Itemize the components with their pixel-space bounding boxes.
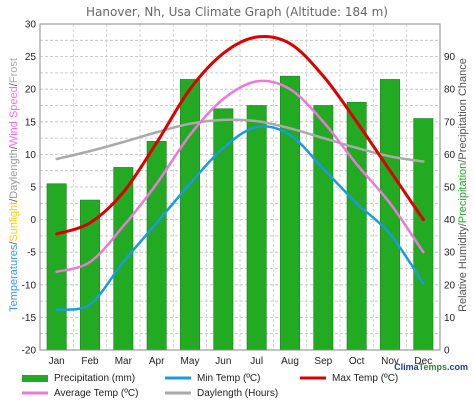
left-tick-label: 5 [30, 183, 36, 194]
legend-label: Min Temp (ºC) [197, 373, 260, 384]
left-tick-label: 0 [30, 215, 36, 226]
plot-border [39, 23, 441, 351]
watermark: ClimaTemps.com [394, 362, 468, 372]
max-temp-line [55, 34, 425, 236]
legend: Precipitation (mm) Min Temp (ºC) Max Temp … [22, 373, 398, 399]
x-tick-label: Aug [281, 356, 299, 367]
precipitation-bar [280, 75, 300, 351]
axis-label-part: / [457, 222, 469, 226]
x-tick-label: Jun [215, 356, 231, 367]
watermark-part: .com [447, 362, 468, 372]
axis-label-part: Daylength [8, 149, 20, 199]
precipitation-bars [46, 75, 434, 351]
x-tick-label: May [181, 356, 200, 367]
chart-title: Hanover, Nh, Usa Climate Graph (Altitude… [86, 5, 388, 19]
right-tick-label: 30 [444, 248, 456, 259]
right-axis-ticks: 0 10 20 30 40 50 60 70 80 90 [444, 52, 456, 356]
precipitation-bar [113, 167, 134, 351]
precipitation-bar [413, 118, 434, 351]
axis-label-part: Sunlight [8, 202, 20, 242]
precipitation-bar [180, 79, 200, 351]
right-tick-label: 50 [444, 183, 456, 194]
right-tick-label: 0 [444, 346, 450, 357]
legend-label: Precipitation (mm) [54, 373, 135, 384]
x-tick-label: Jul [250, 356, 263, 367]
left-axis-label: Temperatures/Sunlight/Daylength/Wind Spe… [8, 58, 20, 312]
legend-label: Average Temp (ºC) [54, 388, 138, 399]
x-tick-label: Sep [314, 356, 332, 367]
left-tick-label: -10 [22, 280, 37, 291]
right-tick-label: 40 [444, 215, 456, 226]
left-tick-label: -20 [22, 346, 37, 357]
right-tick-label: 80 [444, 85, 456, 96]
right-tick-label: 10 [444, 313, 456, 324]
axis-label-part: / [457, 159, 469, 163]
plot-frame [39, 23, 441, 351]
axis-label-part: / [8, 198, 20, 202]
x-tick-label: Mar [115, 356, 133, 367]
x-tick-label: Apr [149, 356, 165, 367]
x-axis-ticks: Jan Feb Mar Apr May Jun Jul Aug Sep Oct Nov Dec [49, 356, 433, 367]
average-temp-line [55, 79, 425, 274]
x-tick-label: Oct [349, 356, 365, 367]
left-tick-label: 10 [25, 150, 37, 161]
watermark-part: Temps [419, 362, 447, 372]
right-tick-label: 70 [444, 117, 456, 128]
temperature-lines [55, 34, 425, 311]
left-tick-label: 20 [25, 85, 37, 96]
left-tick-label: -15 [22, 313, 37, 324]
legend-label: Max Temp (ºC) [332, 373, 398, 384]
x-tick-label: Jan [49, 356, 65, 367]
right-tick-label: 60 [444, 150, 456, 161]
watermark-part: Clima [394, 362, 420, 372]
axis-label-part: Precipitation Chance [457, 58, 469, 160]
legend-swatch [22, 375, 48, 382]
precipitation-bar [346, 101, 367, 351]
left-axis-ticks: -20 -15 -10 -5 0 5 10 15 20 25 30 [22, 20, 37, 357]
axis-label-part: / [8, 145, 20, 149]
axis-label-part: Frost [8, 58, 20, 83]
axis-label-part: Relative Humidity [457, 226, 469, 312]
left-tick-label: 15 [25, 117, 37, 128]
right-axis-label: Relative Humidity/Precipitation/Precipit… [457, 58, 469, 312]
right-tick-label: 20 [444, 280, 456, 291]
axis-label-part: Precipitation [457, 163, 469, 224]
min-temp-line [55, 125, 425, 311]
right-tick-label: 90 [444, 52, 456, 63]
axis-label-part: / [8, 241, 20, 245]
x-tick-label: Dec [414, 356, 432, 367]
axis-label-part: / [8, 82, 20, 86]
precipitation-bar [246, 105, 267, 351]
precipitation-bar [213, 108, 234, 351]
x-tick-label: Feb [81, 356, 99, 367]
precipitation-bar [313, 105, 334, 351]
axis-label-part: Temperatures [8, 244, 20, 312]
left-tick-label: 30 [25, 20, 37, 31]
axis-label-part: Wind Speed [8, 86, 20, 146]
daylength-line [55, 118, 425, 163]
legend-label: Daylength (Hours) [197, 388, 278, 399]
left-tick-label: 25 [25, 52, 37, 63]
left-tick-label: -5 [27, 248, 36, 259]
precipitation-bar [46, 183, 67, 351]
grid-lines [40, 23, 440, 351]
x-tick-label: Nov [381, 356, 399, 367]
